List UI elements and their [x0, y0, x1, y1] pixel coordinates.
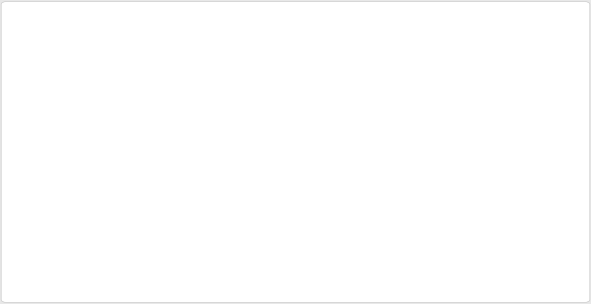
Text: -9.37 x 10^7 m/s: -9.37 x 10^7 m/s: [52, 158, 171, 172]
Circle shape: [29, 126, 35, 132]
Text: 9.37 x 10^-7 m/s: 9.37 x 10^-7 m/s: [52, 86, 171, 100]
Text: 9.37 x 10^7 m/s: 9.37 x 10^7 m/s: [52, 122, 166, 136]
Text: electron speed just before the electron strikes the screen. *: electron speed just before the electron …: [20, 54, 428, 68]
Circle shape: [27, 124, 37, 134]
Circle shape: [24, 121, 40, 137]
Text: In a television picture tube, electrons strike the screen after being: In a television picture tube, electrons …: [20, 20, 473, 34]
Text: -9.37 x 10^-7 m/s: -9.37 x 10^-7 m/s: [52, 194, 176, 208]
Text: Other:: Other:: [52, 230, 95, 244]
Text: accelerated from rest through a potential difference of 25000 V. Find the: accelerated from rest through a potentia…: [20, 37, 518, 51]
